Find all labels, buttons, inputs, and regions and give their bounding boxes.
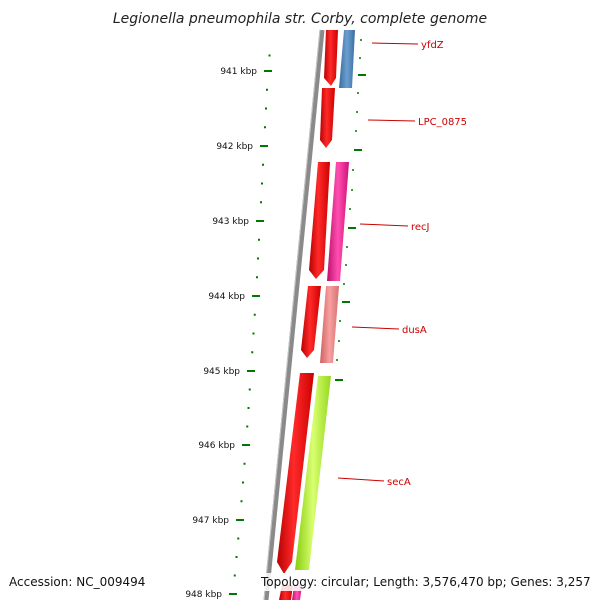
gene-label-recJ[interactable]: recJ (411, 222, 430, 233)
kbp-minor-tick (262, 163, 264, 166)
kbp-minor-tick (242, 481, 244, 484)
secA-feature[interactable] (295, 376, 331, 570)
kbp-minor-tick (261, 182, 263, 185)
kbp-tick-label: 944 kbp (208, 292, 245, 302)
secA-cds-arrow[interactable] (277, 373, 314, 574)
kbp-minor-tick (257, 257, 259, 260)
gene-label-yfdZ[interactable]: yfdZ (421, 40, 444, 51)
kbp-tick-label: 946 kbp (198, 441, 235, 451)
minor-tick-group (233, 54, 271, 577)
kbp-tick-label: 945 kbp (203, 367, 240, 377)
dusA-leader (351, 326, 400, 330)
kbp-minor-tick (237, 537, 240, 540)
kbp-minor-tick (243, 462, 246, 465)
kbp-minor-tick (258, 238, 260, 241)
gene-label-dusA[interactable]: dusA (402, 325, 427, 336)
genome-summary-text: Topology: circular; Length: 3,576,470 bp… (260, 575, 591, 589)
yfdZ-leader (371, 42, 419, 45)
kbp-minor-tick (247, 407, 250, 409)
LPC_0875-cds-arrow[interactable] (320, 88, 335, 148)
yfdZ-cds-arrow[interactable] (324, 30, 338, 86)
kbp-tick-label: 942 kbp (216, 142, 253, 152)
accession-text: Accession: NC_009494 (9, 575, 145, 589)
kbp-tick-label: 941 kbp (220, 67, 257, 77)
kbp-tick-label: 948 kbp (185, 590, 222, 600)
dusA-cds-arrow[interactable] (301, 286, 321, 358)
kbp-minor-tick (251, 351, 254, 354)
recJ-feature[interactable] (327, 162, 349, 281)
map-title: Legionella pneumophila str. Corby, compl… (113, 11, 487, 27)
yfdZ-feature[interactable] (339, 30, 355, 88)
dusA-feature[interactable] (320, 286, 339, 363)
gene-label-LPC_0875[interactable]: LPC_0875 (418, 117, 467, 128)
kbp-minor-tick (233, 574, 236, 577)
gene-label-group: yfdZ LPC_0875 recJ dusA secA (337, 40, 467, 488)
kbp-minor-tick (253, 313, 256, 316)
summary-background (258, 573, 594, 591)
kbp-minor-tick (235, 556, 238, 558)
outer-tick-group (335, 39, 366, 381)
kbp-minor-tick (240, 500, 243, 503)
kbp-minor-tick (265, 107, 267, 110)
recJ-cds-arrow[interactable] (309, 162, 330, 279)
genome-backbone-highlight (263, 29, 321, 600)
kbp-tick-label: 947 kbp (192, 516, 229, 526)
kbp-minor-tick (260, 201, 262, 204)
kbp-minor-tick (246, 425, 249, 428)
kbp-minor-tick (252, 332, 255, 335)
LPC_0875-leader (367, 119, 416, 122)
kbp-tick-label: 943 kbp (212, 217, 249, 227)
kbp-minor-tick (248, 388, 251, 391)
kbp-minor-tick (268, 54, 271, 57)
kbp-minor-tick (264, 126, 266, 129)
kbp-minor-tick (266, 88, 268, 91)
recJ-leader (359, 223, 409, 227)
kbp-minor-tick (256, 276, 258, 279)
gene-label-secA[interactable]: secA (387, 477, 411, 488)
kbp-tick-group: 941 kbp 942 kbp 943 kbp 944 kbp 945 kbp 946 k… (185, 67, 272, 600)
secA-leader (337, 477, 385, 482)
genome-backbone (263, 29, 325, 600)
